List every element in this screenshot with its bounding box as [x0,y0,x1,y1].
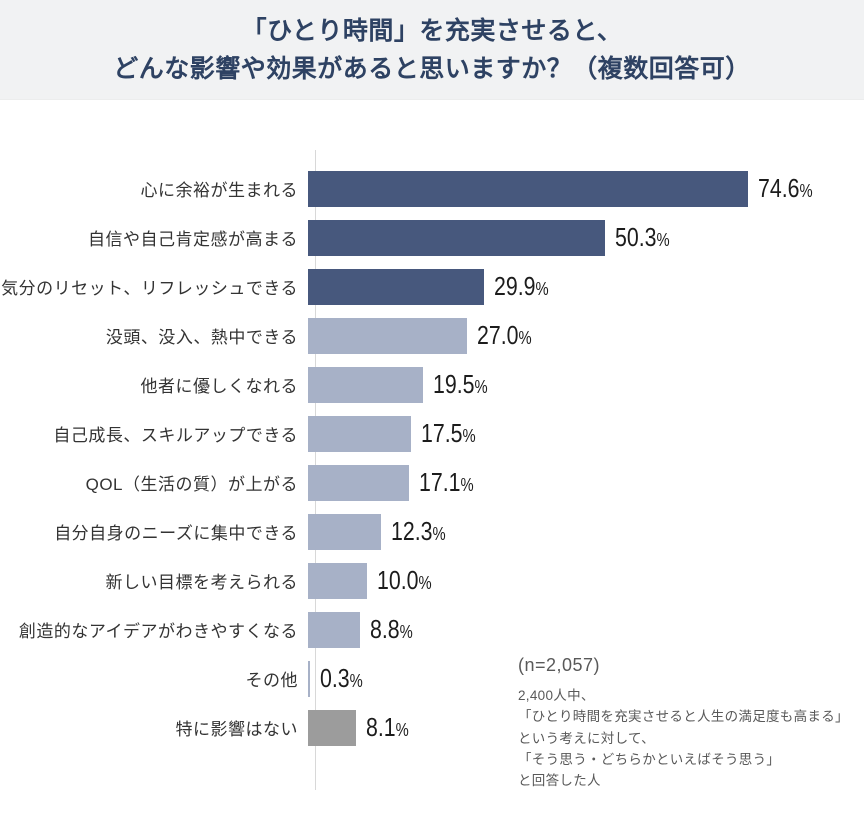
bar [308,513,381,550]
chart-title-line-2: どんな影響や効果があると思いますか？（複数回答可） [113,54,751,83]
bar-row: 新しい目標を考えられる 10.0% [0,556,864,605]
bar-area: 0.3% [307,660,864,697]
value-number: 8.1 [365,712,396,742]
value-number: 0.3 [320,663,350,693]
bar-rows: 心に余裕が生まれる 74.6% 自信や自己肯定感が高まる 50.3% 気分のリセ… [0,164,864,752]
bar [308,317,468,354]
percent-sign: % [399,622,413,642]
chart-title-line-1: 「ひとり時間」を充実させると、 [241,16,623,45]
category-label: 創造的なアイデアがわきやすくなる [18,622,298,641]
category-label: 他者に優しくなれる [140,377,298,396]
value-label: 8.8% [370,614,413,645]
percent-sign: % [432,524,446,544]
bar-row: 心に余裕が生まれる 74.6% [0,164,864,213]
bar-row: 創造的なアイデアがわきやすくなる 8.8% [0,605,864,654]
sample-size-label: (n=2,057) [518,655,601,675]
bar-row: 自己成長、スキルアップできる 17.5% [0,409,864,458]
value-number: 74.6 [758,173,800,203]
value-number: 50.3 [614,222,657,252]
footnote-line: と回答した人 [518,773,601,789]
footnote-line: 2,400人中、 [518,688,595,703]
category-label: その他 [245,671,298,690]
bar-area: 8.1% [307,709,864,746]
percent-sign: % [460,475,474,495]
bar [308,562,367,599]
bar [308,660,310,697]
bar-row: QOL（生活の質）が上がる 17.1% [0,458,864,507]
survey-footnote: (n=2,057) 2,400人中、 「ひとり時間を充実させると人生の満足度も高… [518,655,858,792]
value-label: 74.6% [758,173,813,204]
bar-area: 17.5% [307,415,864,452]
percent-sign: % [535,279,549,299]
bar-row: 没頭、没入、熱中できる 27.0% [0,311,864,360]
category-label: 特に影響はない [175,720,298,739]
value-label: 12.3% [391,516,446,547]
percent-sign: % [462,426,476,446]
bar [308,219,605,256]
bar-area: 8.8% [307,611,864,648]
percent-sign: % [395,720,409,740]
bar [308,709,356,746]
bar-area: 19.5% [307,366,864,403]
bar-area: 50.3% [307,219,864,256]
bar [308,268,485,305]
value-number: 19.5 [433,369,475,399]
bar-area: 27.0% [307,317,864,354]
percent-sign: % [656,230,670,250]
value-label: 10.0% [377,565,432,596]
bar-row: その他 0.3% [0,654,864,703]
value-label: 27.0% [477,320,532,351]
value-label: 17.1% [419,467,474,498]
bar [308,415,412,452]
footnote-line: 「ひとり時間を充実させると人生の満足度も高まる」 [518,709,849,725]
category-label: 自分自身のニーズに集中できる [54,524,298,543]
bar-area: 29.9% [307,268,864,305]
bar-row: 他者に優しくなれる 19.5% [0,360,864,409]
category-label: QOL（生活の質）が上がる [85,475,298,494]
bar [308,464,409,501]
value-number: 17.1 [418,467,461,497]
percent-sign: % [474,377,488,397]
bar-area: 10.0% [307,562,864,599]
category-label: 自己成長、スキルアップできる [53,426,298,445]
value-number: 12.3 [390,516,433,546]
value-label: 0.3% [320,663,363,694]
bar [308,366,423,403]
category-label: 新しい目標を考えられる [105,573,298,592]
value-label: 29.9% [494,271,549,302]
bar-row: 自信や自己肯定感が高まる 50.3% [0,213,864,262]
bar-area: 17.1% [307,464,864,501]
value-label: 8.1% [366,712,409,743]
value-label: 17.5% [421,418,476,449]
category-label: 自信や自己肯定感が高まる [88,230,298,249]
bar-row: 自分自身のニーズに集中できる 12.3% [0,507,864,556]
percent-sign: % [799,181,813,201]
value-number: 10.0 [376,565,419,595]
value-number: 8.8 [369,614,400,644]
bar-chart: 心に余裕が生まれる 74.6% 自信や自己肯定感が高まる 50.3% 気分のリセ… [0,150,864,800]
bar-area: 12.3% [307,513,864,550]
footnote-line: という考えに対して、 [518,730,655,746]
value-number: 17.5 [421,418,463,448]
percent-sign: % [518,328,532,348]
bar [308,170,748,207]
bar [308,611,360,648]
bar-row: 特に影響はない 8.1% [0,703,864,752]
bar-area: 74.6% [307,170,864,207]
percent-sign: % [418,573,432,593]
value-number: 27.0 [477,320,519,350]
category-label: 気分のリセット、リフレッシュできる [1,279,298,298]
chart-header: 「ひとり時間」を充実させると、 どんな影響や効果があると思いますか？（複数回答可… [0,0,864,100]
footnote-line: 「そう思う・どちらかといえばそう思う」 [518,751,781,767]
bar-row: 気分のリセット、リフレッシュできる 29.9% [0,262,864,311]
value-number: 29.9 [494,271,536,301]
percent-sign: % [349,671,363,691]
value-label: 50.3% [615,222,670,253]
value-label: 19.5% [433,369,488,400]
category-label: 心に余裕が生まれる [140,181,298,200]
category-label: 没頭、没入、熱中できる [105,328,298,347]
